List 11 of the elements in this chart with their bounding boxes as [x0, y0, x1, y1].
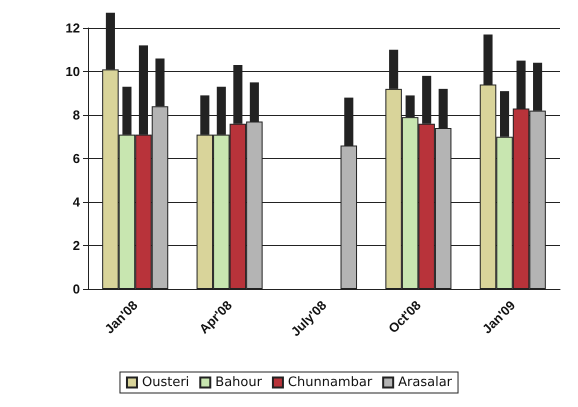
legend-label: Bahour — [215, 375, 263, 390]
y-tick-label: 12 — [66, 20, 80, 36]
y-tick-label: 6 — [72, 151, 80, 166]
y-tick-label: 4 — [72, 194, 81, 210]
legend-label: Arasalar — [398, 375, 453, 390]
y-tick-label: 0 — [72, 282, 80, 296]
y-tick-label: 10 — [66, 64, 80, 79]
legend-label: Ousteri — [142, 375, 190, 390]
legend-label: Chunnambar — [288, 375, 373, 390]
y-tick-label: 8 — [72, 108, 80, 122]
y-tick-label: 2 — [72, 238, 80, 253]
